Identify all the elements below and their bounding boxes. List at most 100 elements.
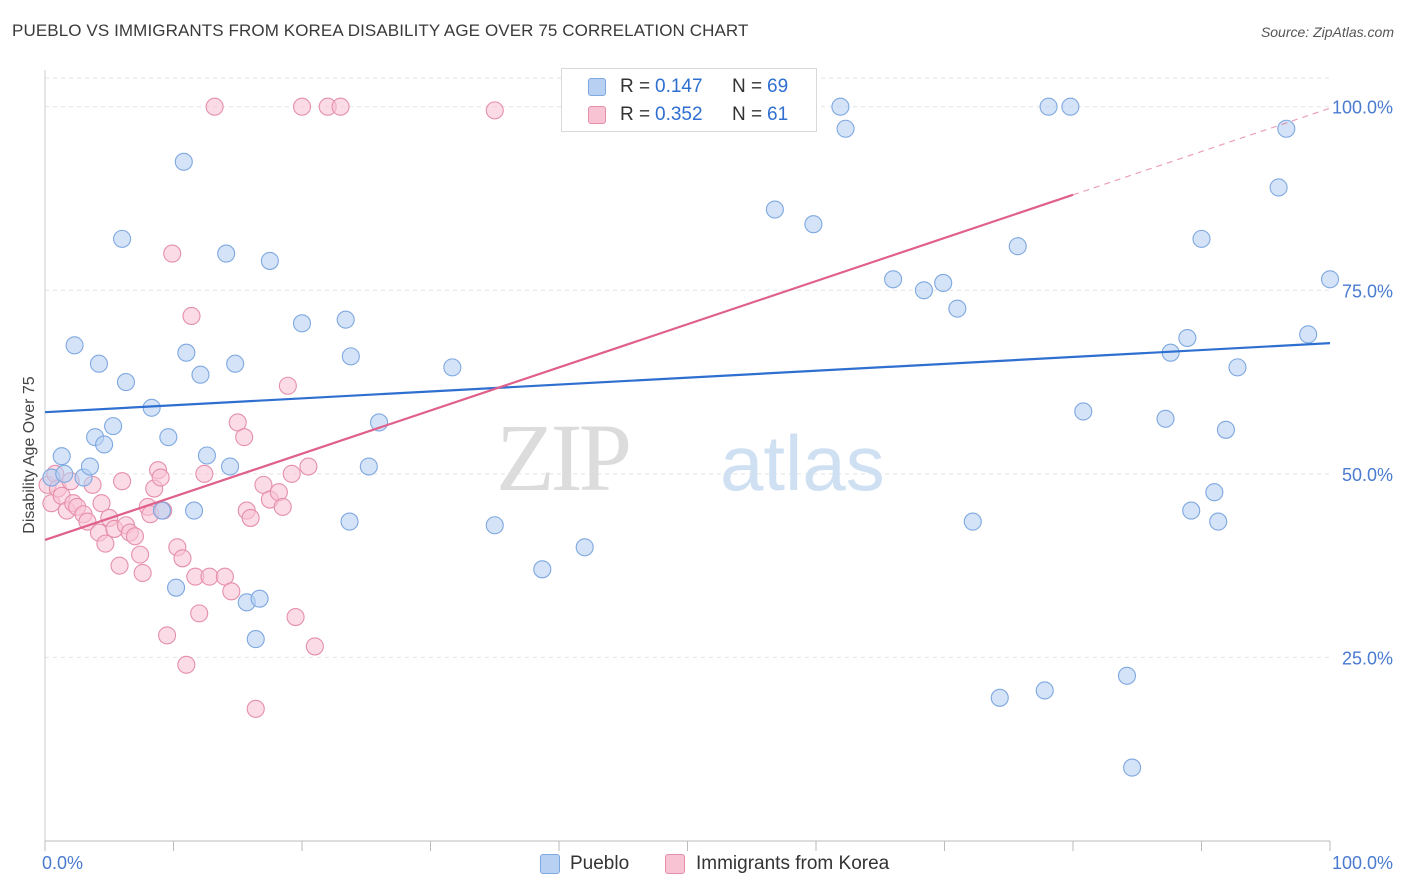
- point-korea-18: [113, 472, 132, 491]
- bottom-legend-swatch-pueblo: [540, 854, 560, 874]
- trend-line-korea-extension: [1072, 107, 1331, 196]
- axes: [44, 70, 1331, 851]
- point-pueblo-55: [1123, 758, 1142, 777]
- bottom-legend-swatch-korea: [665, 854, 685, 874]
- point-korea-55: [292, 97, 312, 116]
- watermark-zip: ZIP: [496, 404, 629, 511]
- legend-r-label: R =: [620, 76, 651, 97]
- point-pueblo-5: [80, 457, 100, 476]
- point-pueblo-65: [1269, 178, 1288, 197]
- point-pueblo-50: [1035, 681, 1054, 700]
- point-pueblo-8: [95, 435, 114, 454]
- point-pueblo-29: [336, 310, 355, 329]
- point-pueblo-14: [159, 428, 178, 447]
- point-pueblo-10: [113, 229, 132, 248]
- legend-swatch-korea: [588, 106, 606, 124]
- legend-r-value-korea: 0.352: [655, 104, 703, 125]
- point-pueblo-28: [292, 314, 312, 333]
- point-pueblo-30: [340, 512, 359, 531]
- point-korea-54: [286, 607, 305, 627]
- point-pueblo-42: [836, 119, 855, 138]
- point-pueblo-34: [443, 358, 462, 377]
- point-korea-34: [177, 655, 196, 674]
- point-korea-31: [163, 244, 182, 263]
- y-tick-label-1: 50.0%: [1342, 465, 1393, 485]
- point-pueblo-68: [1320, 270, 1340, 289]
- point-pueblo-26: [250, 589, 269, 608]
- point-pueblo-31: [341, 347, 360, 366]
- point-pueblo-21: [217, 244, 236, 263]
- point-pueblo-35: [485, 516, 504, 535]
- point-pueblo-54: [1117, 666, 1137, 685]
- legend-swatch-pueblo: [588, 78, 606, 96]
- point-korea-13: [92, 494, 111, 513]
- point-korea-30: [158, 626, 177, 645]
- x-tick-label-1: 100.0%: [1332, 853, 1393, 873]
- point-pueblo-61: [1205, 483, 1224, 502]
- point-pueblo-22: [220, 457, 240, 476]
- source-credit: Source: ZipAtlas.com: [1260, 24, 1394, 40]
- point-korea-40: [205, 97, 224, 116]
- trend-line-pueblo: [44, 342, 1331, 414]
- point-pueblo-45: [934, 273, 953, 292]
- point-pueblo-48: [990, 688, 1009, 707]
- point-pueblo-27: [260, 251, 279, 270]
- legend-row-pueblo: R = 0.147 N = 69: [562, 73, 816, 101]
- point-korea-38: [195, 464, 214, 483]
- legend-row-korea: R = 0.352 N = 61: [562, 101, 816, 129]
- point-pueblo-58: [1178, 328, 1197, 348]
- y-tick-label-3: 100.0%: [1332, 98, 1393, 118]
- trend-line-korea: [44, 193, 1074, 541]
- point-pueblo-1: [52, 447, 71, 466]
- point-pueblo-59: [1182, 501, 1201, 520]
- y-axis-label: Disability Age Over 75: [21, 376, 38, 534]
- legend-box: R = 0.147 N = 69 R = 0.352 N = 61: [561, 68, 817, 132]
- point-korea-10: [78, 512, 97, 531]
- point-pueblo-47: [963, 512, 982, 531]
- point-korea-28: [151, 468, 170, 487]
- point-pueblo-17: [177, 343, 196, 362]
- point-korea-17: [110, 556, 129, 575]
- point-pueblo-63: [1216, 420, 1235, 439]
- point-korea-52: [278, 376, 297, 395]
- point-korea-14: [96, 534, 115, 553]
- point-pueblo-11: [116, 373, 136, 392]
- point-pueblo-9: [104, 417, 123, 436]
- point-pueblo-13: [152, 501, 171, 520]
- bottom-legend-label-korea: Immigrants from Korea: [696, 853, 890, 874]
- legend-n-value-pueblo: 69: [767, 76, 789, 97]
- point-pueblo-60: [1192, 229, 1211, 248]
- chart-title: PUEBLO VS IMMIGRANTS FROM KOREA DISABILI…: [12, 21, 749, 40]
- point-pueblo-23: [226, 354, 245, 373]
- point-korea-23: [133, 563, 152, 583]
- point-pueblo-44: [914, 281, 933, 300]
- point-korea-59: [331, 97, 350, 116]
- watermark-atlas: atlas: [720, 419, 885, 507]
- x-tick-label-0: 0.0%: [42, 853, 83, 873]
- bottom-legend-label-pueblo: Pueblo: [570, 853, 630, 874]
- y-tick-label-2: 75.0%: [1342, 281, 1393, 301]
- legend-n-label: N =: [732, 104, 763, 125]
- point-korea-22: [131, 545, 150, 564]
- legend-n-label: N =: [732, 76, 763, 97]
- point-pueblo-56: [1156, 409, 1175, 428]
- point-korea-37: [190, 604, 209, 623]
- point-korea-47: [246, 699, 265, 718]
- point-korea-39: [200, 567, 219, 586]
- point-pueblo-49: [1008, 237, 1027, 256]
- point-pueblo-64: [1228, 358, 1247, 377]
- point-pueblo-16: [174, 152, 193, 171]
- point-pueblo-7: [89, 354, 109, 373]
- point-korea-44: [235, 428, 254, 447]
- legend-r-value-pueblo: 0.147: [655, 76, 703, 97]
- point-pueblo-36: [533, 560, 552, 579]
- point-pueblo-41: [831, 97, 850, 116]
- y-tick-label-0: 25.0%: [1342, 648, 1393, 668]
- points-pueblo: [38, 97, 504, 718]
- point-pueblo-25: [246, 630, 265, 649]
- points-pueblo-front: [42, 97, 1340, 777]
- point-korea-56: [299, 457, 318, 476]
- point-pueblo-3: [65, 336, 84, 355]
- point-korea-53: [282, 464, 301, 483]
- point-pueblo-53: [1074, 402, 1093, 421]
